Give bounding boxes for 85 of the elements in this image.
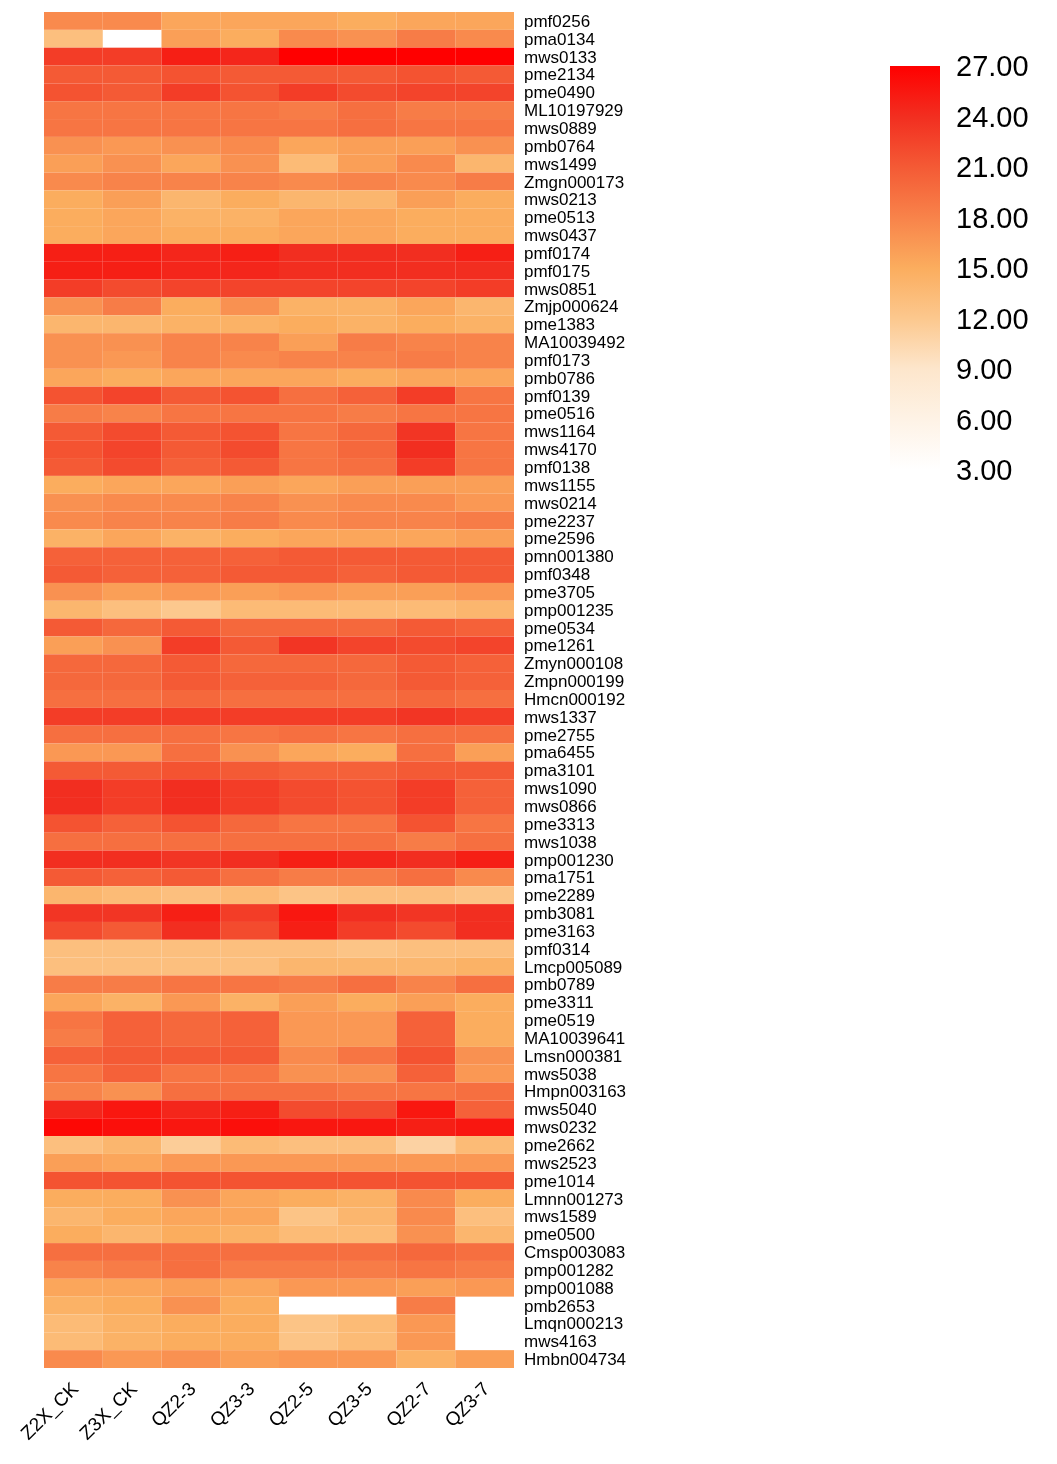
y-tick-label: pme2596 — [524, 529, 595, 549]
y-tick-label: pme1014 — [524, 1171, 595, 1191]
y-tick-label: pme0490 — [524, 83, 595, 103]
y-tick-label: mws1164 — [524, 422, 596, 442]
y-tick-label: MA10039492 — [524, 333, 626, 353]
y-tick-label: pmb3081 — [524, 904, 595, 924]
y-tick-label: pme3313 — [524, 814, 595, 834]
y-tick-label: mws4163 — [524, 1332, 597, 1352]
y-tick-label: pmf0314 — [524, 939, 591, 959]
y-tick-label: MA10039641 — [524, 1028, 626, 1048]
y-tick-label: pme0516 — [524, 404, 595, 424]
y-tick-label: pmf0173 — [524, 350, 591, 370]
y-tick-label: mws0133 — [524, 47, 597, 67]
y-tick-label: mws1090 — [524, 779, 597, 799]
y-tick-label: Cmsp003083 — [524, 1243, 626, 1263]
color-bar-label: 18.00 — [956, 201, 1029, 234]
y-tick-label: Lmnn001273 — [524, 1189, 624, 1209]
y-tick-label: pmf0174 — [524, 243, 591, 263]
y-tick-label: pmp001282 — [524, 1260, 614, 1280]
y-tick-label: mws0437 — [524, 226, 597, 246]
y-tick-label: pmb0789 — [524, 975, 595, 995]
y-tick-label: pmp001230 — [524, 850, 614, 870]
y-tick-label: mws1038 — [524, 832, 597, 852]
y-tick-label: pmp001088 — [524, 1278, 614, 1298]
color-bar-label: 15.00 — [956, 252, 1029, 284]
y-tick-label: pmf0138 — [524, 457, 591, 477]
y-tick-label: pme3705 — [524, 582, 595, 602]
y-tick-label: pmb0764 — [524, 136, 595, 156]
y-tick-label: pme0500 — [524, 1225, 595, 1245]
y-tick-label: Lmqn000213 — [524, 1314, 624, 1334]
y-tick-label: mws0232 — [524, 1118, 597, 1138]
y-tick-label: pma6455 — [524, 743, 595, 763]
y-tick-label: mws2523 — [524, 1153, 597, 1173]
y-tick-label: pmb0786 — [524, 368, 595, 388]
y-tick-label: pma1751 — [524, 868, 595, 888]
color-bar-label: 9.00 — [956, 353, 1013, 385]
y-tick-label: pmn001380 — [524, 547, 614, 567]
y-tick-label: mws1499 — [524, 154, 597, 174]
y-tick-label: mws0214 — [524, 493, 597, 513]
y-tick-label: pme3311 — [524, 993, 594, 1013]
y-tick-label: pme0519 — [524, 1011, 595, 1031]
y-tick-label: pme2755 — [524, 725, 595, 745]
y-tick-label: Zmjp000624 — [524, 297, 619, 317]
y-tick-label: Zmyn000108 — [524, 654, 624, 674]
y-tick-label: pme0534 — [524, 618, 595, 638]
y-tick-label: pmp001235 — [524, 600, 614, 620]
y-tick-label: pme1261 — [524, 636, 595, 656]
y-tick-label: pme0513 — [524, 208, 595, 228]
y-tick-label: ML10197929 — [524, 101, 624, 121]
color-bar-label: 27.00 — [956, 50, 1029, 82]
y-tick-label: pme1383 — [524, 315, 595, 335]
y-tick-label: pme3163 — [524, 921, 595, 941]
y-tick-label: pme2662 — [524, 1135, 595, 1155]
y-tick-label: pma0134 — [524, 29, 595, 49]
y-tick-label: pmf0348 — [524, 565, 591, 585]
y-tick-label: mws0851 — [524, 279, 597, 299]
y-tick-label: Hmcn000192 — [524, 689, 626, 709]
y-tick-label: pma3101 — [524, 761, 595, 781]
y-tick-label: pme2134 — [524, 65, 595, 85]
color-bar-label: 6.00 — [956, 403, 1013, 436]
y-tick-label: pme2289 — [524, 886, 595, 906]
y-tick-label: Zmpn000199 — [524, 672, 625, 692]
y-tick-label: Hmpn003163 — [524, 1082, 627, 1102]
y-tick-label: mws1155 — [524, 475, 596, 495]
y-tick-label: mws5038 — [524, 1064, 597, 1084]
y-tick-label: Zmgn000173 — [524, 172, 625, 192]
y-tick-label: mws0889 — [524, 118, 597, 138]
color-bar-label: 21.00 — [956, 151, 1029, 183]
y-tick-label: mws1589 — [524, 1207, 597, 1227]
y-tick-label: pmf0256 — [524, 11, 591, 31]
y-tick-label: mws1337 — [524, 707, 597, 727]
y-tick-label: pmb2653 — [524, 1296, 595, 1316]
y-tick-label: pmf0175 — [524, 261, 591, 281]
y-tick-label: pmf0139 — [524, 386, 591, 406]
y-tick-label: mws5040 — [524, 1100, 597, 1120]
color-bar-label: 24.00 — [956, 100, 1029, 133]
color-bar-label: 3.00 — [956, 454, 1013, 486]
y-tick-label: mws4170 — [524, 440, 597, 460]
y-tick-label: pme2237 — [524, 511, 595, 531]
y-tick-label: mws0213 — [524, 190, 597, 210]
y-tick-label: Lmcp005089 — [524, 957, 623, 977]
y-tick-label: Hmbn004734 — [524, 1350, 627, 1370]
y-tick-label: mws0866 — [524, 796, 597, 816]
y-tick-label: Lmsn000381 — [524, 1046, 623, 1066]
color-bar-label: 12.00 — [956, 302, 1029, 335]
